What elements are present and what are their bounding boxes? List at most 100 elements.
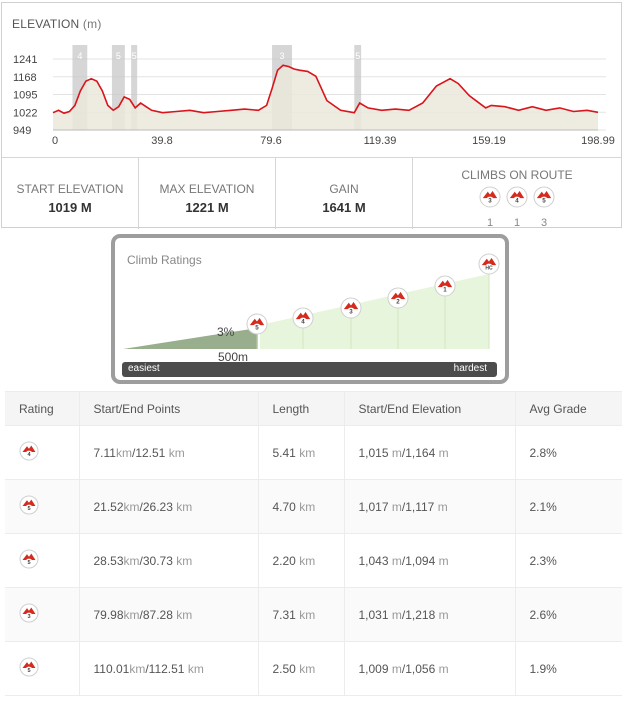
row-category-badge: 4 <box>19 441 39 461</box>
unit-km: km <box>176 499 193 514</box>
avg-grade-cell: 2.6% <box>515 587 622 642</box>
row-category-badge-number: 4 <box>27 452 31 458</box>
row-category-badge-number: 5 <box>27 560 30 566</box>
rating-badge-5-number: 5 <box>255 325 259 332</box>
grade-label: 3% <box>217 325 235 339</box>
end-point-value: 112.51 <box>148 661 185 676</box>
climbs-table-body: 4 7.11km/12.51 km 5.41 km 1,015 m/1,164 m 2.… <box>5 425 622 696</box>
unit-km: km <box>299 607 316 622</box>
col-avg-grade[interactable]: Avg Grade <box>515 391 622 426</box>
table-row[interactable]: 5 110.01km/112.51 km 2.50 km 1,009 m/1,056 … <box>5 641 622 696</box>
elevation-unit: (m) <box>82 17 102 31</box>
rating-badge-5: 5 <box>246 313 268 335</box>
elevation-chart[interactable]: 1241 1168 1095 1022 949 4 5 5 3 5 0 39.8 79.6 119.39 1… <box>2 3 621 155</box>
gain-label: GAIN <box>329 182 359 196</box>
climb-ratings-title: Climb Ratings <box>127 253 202 267</box>
avg-grade-value: 2.3% <box>529 553 557 568</box>
category-badge: 4 <box>506 186 528 208</box>
easiest-label: easiest <box>128 363 160 374</box>
start-elevation-value: 1,009 <box>358 661 389 676</box>
start-elevation-value: 1,015 <box>358 445 389 460</box>
climbs-on-route-label: CLIMBS ON ROUTE <box>461 168 573 182</box>
climb-band-label: 5 <box>355 51 360 61</box>
col-start-end-points[interactable]: Start/End Points <box>79 391 259 426</box>
climb-band[interactable] <box>354 45 362 130</box>
start-end-elevation-cell: 1,043 m/1,094 m <box>344 533 516 588</box>
start-elevation-value: 1,017 <box>358 499 389 514</box>
category-3-icon: 3 <box>479 186 501 208</box>
category-5-icon: 5 <box>19 549 39 569</box>
unit-m: m <box>438 607 449 622</box>
avg-grade-cell: 1.9% <box>515 641 622 696</box>
end-elevation-value: 1,117 <box>405 499 435 514</box>
end-point-value: 87.28 <box>142 607 173 622</box>
rating-badge-3: 3 <box>340 297 362 319</box>
table-row[interactable]: 4 7.11km/12.51 km 5.41 km 1,015 m/1,164 m 2.… <box>5 425 622 480</box>
length-cell: 7.31 km <box>258 587 345 642</box>
avg-grade-cell: 2.8% <box>515 425 622 480</box>
row-category-badge: 5 <box>19 657 39 677</box>
start-point-value: 28.53 <box>93 553 124 568</box>
y-tick-label: 1022 <box>13 107 37 119</box>
col-start-end-elevation[interactable]: Start/End Elevation <box>344 391 516 426</box>
end-elevation-value: 1,164 <box>405 445 436 460</box>
length-value: 7.31 <box>272 607 296 622</box>
category-badge-number: 3 <box>488 198 492 205</box>
unit-m: m <box>437 499 448 514</box>
x-tick-label: 0 <box>52 135 58 147</box>
unit-m: m <box>391 553 402 568</box>
stats-row: START ELEVATION 1019 M MAX ELEVATION 122… <box>2 157 621 229</box>
climb-band-label: 5 <box>132 51 137 61</box>
unit-km: km <box>123 553 140 568</box>
max-elevation-label: MAX ELEVATION <box>159 182 255 196</box>
difficulty-wedge <box>260 274 489 349</box>
unit-m: m <box>391 661 402 676</box>
elevation-title-text: ELEVATION <box>12 17 80 31</box>
unit-m: m <box>438 445 449 460</box>
rating-cell: 5 <box>5 479 80 534</box>
col-length[interactable]: Length <box>258 391 345 426</box>
category-badge: 3 <box>479 186 501 208</box>
rating-badge-4: 4 <box>292 307 314 329</box>
length-cell: 4.70 km <box>258 479 345 534</box>
length-value: 4.70 <box>272 499 296 514</box>
climb-band[interactable] <box>131 45 138 130</box>
rating-badge-4-number: 4 <box>301 319 305 326</box>
end-elevation-value: 1,056 <box>405 661 436 676</box>
category-badge-number: 4 <box>515 198 519 205</box>
climb-count: 1 <box>513 217 521 229</box>
category-badge-number: 5 <box>542 198 546 205</box>
unit-m: m <box>438 661 449 676</box>
start-end-points-cell: 79.98km/87.28 km <box>79 587 259 642</box>
x-tick-label: 39.8 <box>151 135 172 147</box>
start-end-points-cell: 7.11km/12.51 km <box>79 425 259 480</box>
row-category-badge-number: 5 <box>27 668 30 674</box>
row-category-badge: 5 <box>19 549 39 569</box>
y-tick-label: 1168 <box>13 72 37 84</box>
x-tick-label: 198.99 <box>581 135 615 147</box>
start-end-elevation-cell: 1,017 m/1,117 m <box>344 479 516 534</box>
length-cell: 2.20 km <box>258 533 345 588</box>
row-category-badge: 5 <box>19 495 39 515</box>
rating-cell: 4 <box>5 425 80 480</box>
length-value: 2.20 <box>272 553 296 568</box>
end-elevation-value: 1,218 <box>405 607 436 622</box>
category-4-icon: 4 <box>19 441 39 461</box>
start-elevation-value: 1,031 <box>358 607 389 622</box>
unit-km: km <box>168 445 185 460</box>
avg-grade-value: 1.9% <box>529 661 557 676</box>
start-end-elevation-cell: 1,031 m/1,218 m <box>344 587 516 642</box>
rating-badge-3-number: 3 <box>349 309 353 316</box>
climb-count: 3 <box>540 217 548 229</box>
table-header-row: Rating Start/End Points Length Start/End… <box>5 391 622 426</box>
current-grade-ramp <box>123 328 257 349</box>
col-rating[interactable]: Rating <box>5 391 80 426</box>
start-end-points-cell: 28.53km/30.73 km <box>79 533 259 588</box>
start-end-elevation-cell: 1,015 m/1,164 m <box>344 425 516 480</box>
rating-cell: 5 <box>5 533 80 588</box>
elevation-panel: ELEVATION (m) 1241 1168 1095 1022 949 4 5 5 3 5 0 3… <box>1 2 622 229</box>
